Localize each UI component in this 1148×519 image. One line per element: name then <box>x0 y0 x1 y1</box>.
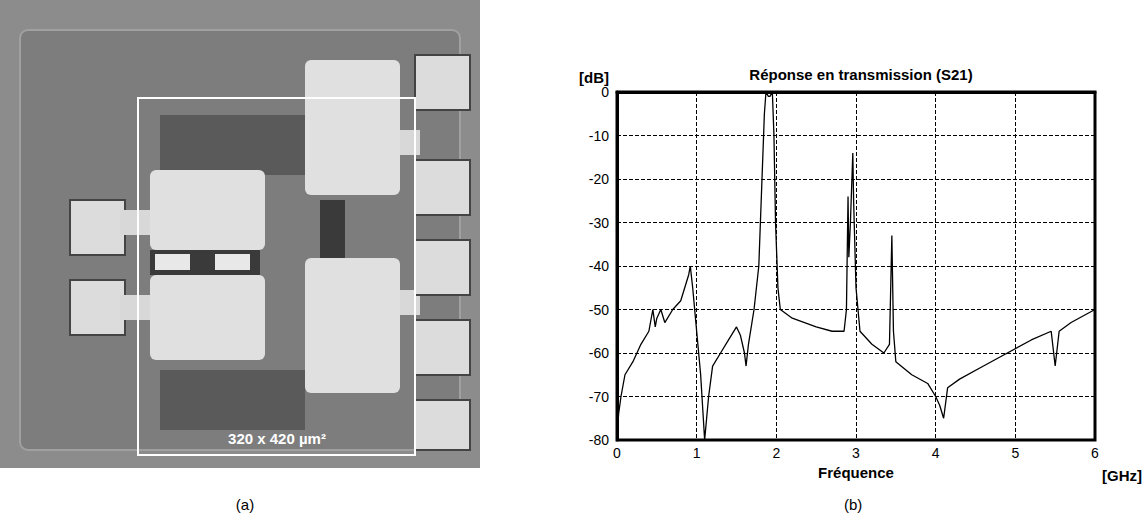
svg-text:Réponse en transmission (S21): Réponse en transmission (S21) <box>749 66 972 83</box>
svg-text:[dB]: [dB] <box>579 69 609 87</box>
svg-text:(b): (b) <box>844 496 862 513</box>
svg-text:Fréquence: Fréquence <box>818 464 894 481</box>
svg-text:320 x 420 µm²: 320 x 420 µm² <box>228 430 326 447</box>
svg-text:0: 0 <box>613 445 621 461</box>
svg-text:6: 6 <box>1091 445 1099 461</box>
svg-text:(a): (a) <box>236 496 254 513</box>
svg-text:-40: -40 <box>589 258 609 274</box>
svg-text:5: 5 <box>1011 445 1019 461</box>
svg-text:4: 4 <box>932 445 940 461</box>
svg-text:-20: -20 <box>589 171 609 187</box>
svg-text:-10: -10 <box>589 128 609 144</box>
svg-text:0: 0 <box>601 84 609 100</box>
svg-text:3: 3 <box>852 445 860 461</box>
svg-text:1: 1 <box>693 445 701 461</box>
svg-text:2: 2 <box>772 445 780 461</box>
svg-text:-60: -60 <box>589 345 609 361</box>
svg-text:-50: -50 <box>589 302 609 318</box>
svg-text:-80: -80 <box>589 432 609 448</box>
svg-text:-70: -70 <box>589 389 609 405</box>
svg-text:[GHz]: [GHz] <box>1102 467 1142 484</box>
svg-text:-30: -30 <box>589 215 609 231</box>
